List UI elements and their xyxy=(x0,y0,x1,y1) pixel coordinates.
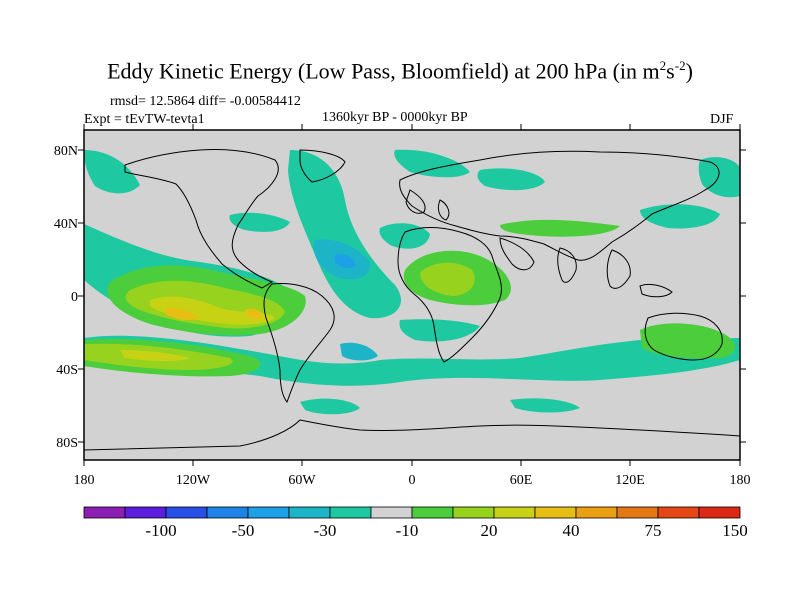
axis-ticks xyxy=(78,124,746,466)
colorbar-box xyxy=(452,506,495,519)
page-title: Eddy Kinetic Energy (Low Pass, Bloomfiel… xyxy=(107,58,693,84)
anomaly-region xyxy=(340,342,378,361)
anomaly-field xyxy=(84,130,740,460)
coastline-australia xyxy=(644,312,723,361)
colorbar-label: -50 xyxy=(232,521,255,540)
anomaly-region xyxy=(420,262,475,296)
colorbar xyxy=(83,506,741,519)
colorbar-label: -10 xyxy=(396,521,419,540)
anomaly-region xyxy=(165,307,200,321)
lon-label-60w: 60W xyxy=(288,473,316,488)
colorbar-box xyxy=(411,506,454,519)
colorbar-label: 20 xyxy=(481,521,498,540)
lat-label-eq: 0 xyxy=(71,290,78,305)
colorbar-label: 40 xyxy=(563,521,580,540)
colorbar-box xyxy=(657,506,700,519)
colorbar-box xyxy=(493,506,536,519)
anomaly-region xyxy=(245,308,263,320)
coastline-antarctica xyxy=(84,419,740,460)
anomaly-region xyxy=(150,296,275,325)
anomaly-region xyxy=(120,350,190,361)
stats-text: rmsd= 12.5864 diff= -0.00584412 xyxy=(110,94,301,109)
coastline-africa xyxy=(397,227,502,363)
anomaly-region xyxy=(335,254,356,269)
coastlines xyxy=(84,149,740,460)
coastline-europe xyxy=(405,189,450,221)
coastline-southeast-asia xyxy=(606,249,673,298)
colorbar-box xyxy=(288,506,331,519)
colorbar-box xyxy=(534,506,577,519)
lon-label-0: 0 xyxy=(409,473,416,488)
anomaly-region xyxy=(84,335,740,386)
anomaly-region xyxy=(229,212,290,232)
coastline-arabia-india xyxy=(499,237,577,283)
coastline-eurasia xyxy=(399,150,720,261)
colorbar-box xyxy=(329,506,372,519)
colorbar-box xyxy=(165,506,208,519)
colorbar-box xyxy=(247,506,290,519)
colorbar-box xyxy=(124,506,167,519)
colorbar-label: -30 xyxy=(314,521,337,540)
coastline-greenland xyxy=(299,149,346,183)
colorbar-box xyxy=(575,506,618,519)
period-label: 1360kyr BP - 0000kyr BP xyxy=(322,110,468,125)
coastline-north-america xyxy=(124,149,279,289)
anomaly-region xyxy=(500,219,620,237)
anomaly-region xyxy=(510,398,580,413)
anomaly-region xyxy=(379,223,430,249)
anomaly-region xyxy=(288,150,401,319)
lon-label-120w: 120W xyxy=(176,473,211,488)
colorbar-box xyxy=(370,506,413,519)
anomaly-region xyxy=(84,150,140,194)
lon-label-180w: 180 xyxy=(74,473,95,488)
colorbar-box xyxy=(616,506,659,519)
colorbar-box xyxy=(698,506,741,519)
anomaly-region xyxy=(399,319,480,342)
colorbar-label: -100 xyxy=(145,521,176,540)
colorbar-box xyxy=(83,506,126,519)
lon-label-60e: 60E xyxy=(510,473,533,488)
lat-label-80n: 80N xyxy=(54,144,78,159)
lat-label-40n: 40N xyxy=(54,217,78,232)
lon-label-120e: 120E xyxy=(615,473,645,488)
experiment-label: Expt = tEvTW-tevta1 xyxy=(84,112,205,127)
season-label: DJF xyxy=(710,112,734,127)
anomaly-region xyxy=(300,398,360,415)
lon-label-180e: 180 xyxy=(730,473,751,488)
lat-label-40s: 40S xyxy=(56,363,78,378)
anomaly-region xyxy=(394,149,470,178)
anomaly-region xyxy=(477,168,545,191)
coastline-south-america xyxy=(263,283,335,403)
colorbar-box xyxy=(206,506,249,519)
lat-label-80s: 80S xyxy=(56,436,78,451)
colorbar-label: 75 xyxy=(645,521,662,540)
colorbar-label: 150 xyxy=(722,521,748,540)
anomaly-region xyxy=(640,323,735,359)
